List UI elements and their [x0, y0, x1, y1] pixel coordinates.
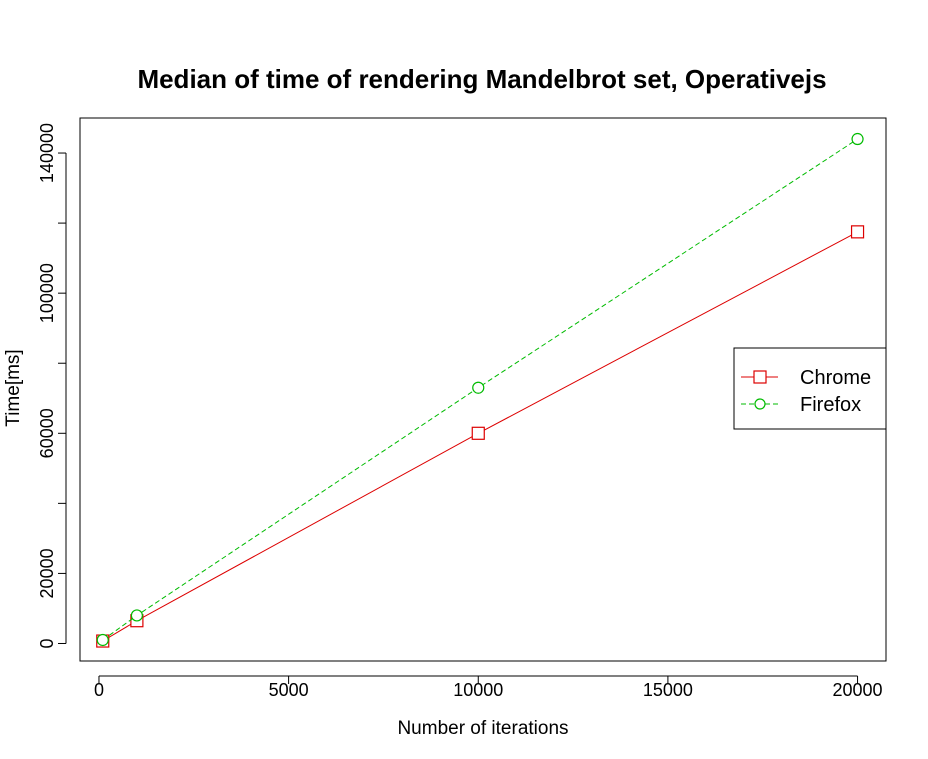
legend-box	[733, 347, 887, 430]
x-axis-label: Number of iterations	[397, 718, 568, 739]
x-tick-label: 0	[94, 680, 104, 700]
legend-marker-firefox	[754, 398, 766, 410]
legend-marker-chrome	[753, 370, 767, 384]
series-layer	[96, 132, 865, 648]
data-point-chrome	[850, 225, 865, 239]
x-tick-label: 20000	[833, 680, 883, 700]
data-point-firefox	[96, 633, 109, 647]
x-tick-label: 5000	[269, 680, 309, 700]
y-tick-label: 60000	[37, 408, 57, 458]
x-axis: 0 5000 10000 15000 20000	[94, 675, 883, 700]
data-point-firefox	[851, 132, 864, 146]
legend-label-chrome: Chrome	[800, 367, 871, 389]
data-point-firefox	[472, 381, 485, 394]
y-axis: 0 20000 60000 100000 140000	[37, 123, 67, 648]
y-tick-label: 20000	[37, 548, 57, 598]
data-point-chrome	[471, 426, 485, 440]
legend: Chrome Firefox	[733, 347, 887, 430]
x-tick-label: 10000	[453, 680, 503, 700]
chart-title: Median of time of rendering Mandelbrot s…	[137, 64, 826, 94]
y-tick-label: 100000	[37, 263, 57, 323]
y-tick-label: 0	[37, 638, 57, 648]
series-line-firefox	[102, 138, 858, 641]
y-axis-label: Time[ms]	[3, 349, 24, 426]
y-tick-label: 140000	[37, 123, 57, 183]
series-line-chrome	[102, 231, 858, 642]
data-point-firefox	[130, 609, 143, 622]
legend-label-firefox: Firefox	[800, 394, 861, 416]
x-tick-label: 15000	[643, 680, 693, 700]
